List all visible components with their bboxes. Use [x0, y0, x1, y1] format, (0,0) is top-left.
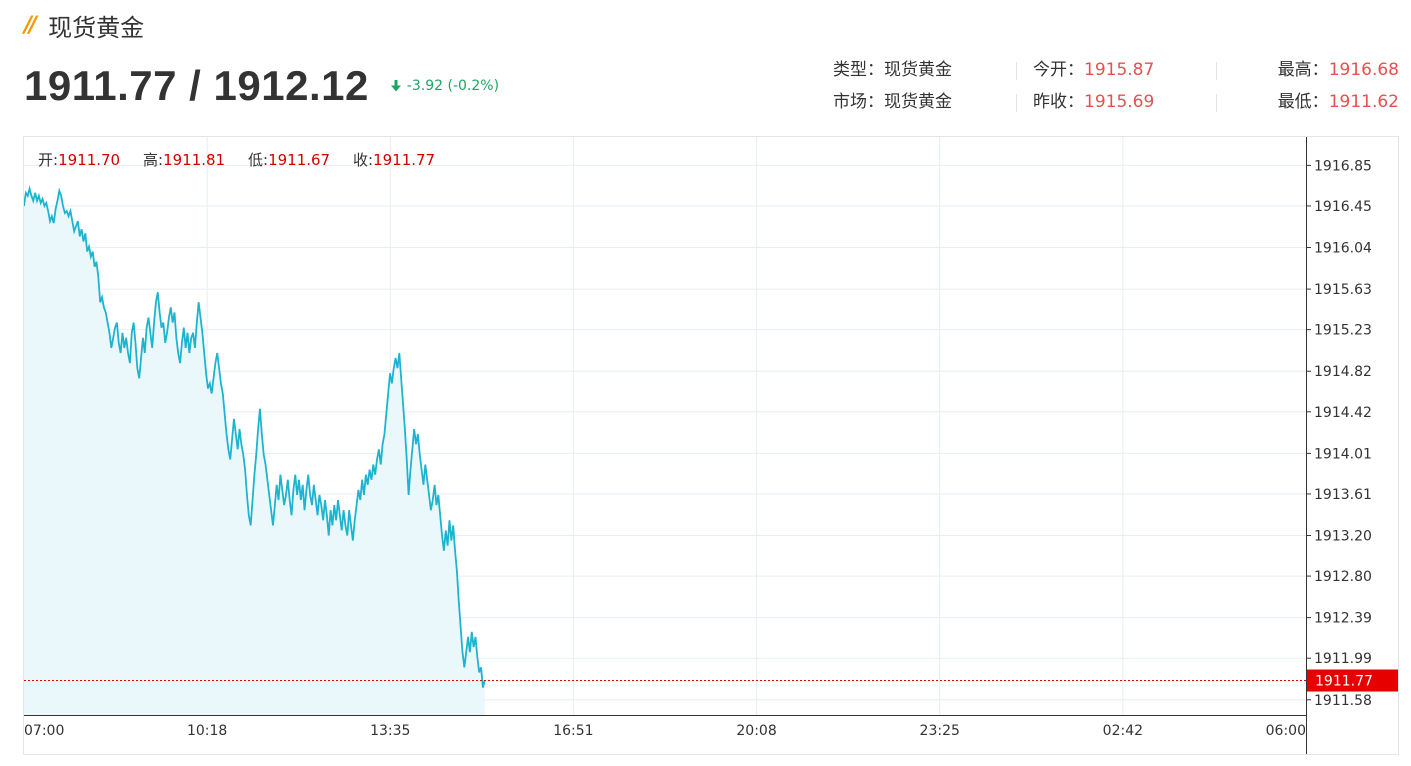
- ohlc-item: 高:1911.81: [143, 151, 225, 169]
- ohlc-item: 开:1911.70: [38, 151, 120, 169]
- x-tick-label: 13:35: [370, 723, 410, 739]
- x-axis-labels: 07:00 10:18 13:35 16:51 20:08 23:25 02:42 06:00: [24, 723, 1306, 739]
- x-tick-label: 07:00: [24, 723, 64, 739]
- y-tick-label: 1914.82: [1314, 364, 1372, 380]
- x-tick-label: 02:42: [1103, 723, 1143, 739]
- market-field: 市场：现货黄金: [833, 92, 952, 112]
- y-tick-label: 1916.45: [1314, 199, 1372, 215]
- current-price-badge: [1307, 669, 1399, 692]
- ohlc-value: 1911.67: [268, 151, 330, 169]
- y-tick-label: 1915.23: [1314, 323, 1372, 339]
- y-tick-label: 1911.99: [1314, 651, 1372, 667]
- ohlc-value: 1911.70: [58, 151, 120, 169]
- y-tick-label: 1914.42: [1314, 405, 1372, 421]
- x-tick-label: 20:08: [736, 723, 776, 739]
- ohlc-item: 低:1911.67: [248, 151, 330, 169]
- divider: [1015, 62, 1017, 80]
- x-tick-label: 23:25: [920, 723, 960, 739]
- ohlc-value: 1911.77: [373, 151, 435, 169]
- divider: [1215, 94, 1217, 112]
- x-tick-label: 16:51: [553, 723, 593, 739]
- ohlc-label: 高:: [143, 151, 163, 169]
- current-price-tag: 1911.77: [1307, 669, 1399, 692]
- prev-close-value: 1915.69: [1084, 92, 1155, 112]
- high-field: 最高：1916.68: [1277, 60, 1399, 80]
- y-tick-label: 1914.01: [1314, 446, 1372, 462]
- quote-info-panel: 类型：现货黄金 今开：1915.87 最高：1916.68 市场：现货黄金 昨收…: [833, 60, 1399, 114]
- prev-close-field: 昨收：1915.69: [1033, 92, 1155, 112]
- price-area-fill: [24, 188, 485, 716]
- ohlc-label: 低:: [248, 151, 268, 169]
- price-line: [23, 185, 486, 688]
- low-field: 最低：1911.62: [1277, 92, 1399, 112]
- x-tick-label: 06:00: [1266, 723, 1306, 739]
- arrow-down-icon: [390, 80, 401, 92]
- ohlc-readout: 开:1911.70 高:1911.81 低:1911.67 收:1911.77: [38, 151, 435, 169]
- y-axis-labels: 1916.85 1916.45 1916.04 1915.63 1915.23 1914.…: [1314, 158, 1372, 708]
- y-tick-label: 1915.63: [1314, 282, 1372, 298]
- y-tick-label: 1911.58: [1314, 693, 1372, 709]
- double-slash-logo-icon: //: [24, 12, 37, 38]
- x-tick-label: 10:18: [187, 723, 227, 739]
- price-change-text: -3.92 (-0.2%): [406, 78, 500, 94]
- y-tick-label: 1916.04: [1314, 241, 1372, 257]
- title-row: // 现货黄金: [24, 8, 144, 42]
- open-value: 1915.87: [1084, 60, 1155, 80]
- type-field: 类型：现货黄金: [833, 60, 952, 80]
- y-tick-label: 1912.39: [1314, 611, 1372, 627]
- ohlc-label: 收:: [353, 151, 373, 169]
- divider: [1015, 94, 1017, 112]
- y-tick-label: 1912.80: [1314, 569, 1372, 585]
- y-tick-label: 1913.61: [1314, 487, 1372, 503]
- price-change: -3.92 (-0.2%): [390, 78, 500, 94]
- low-value: 1911.62: [1328, 92, 1399, 112]
- price-row: 1911.77 / 1912.12 -3.92 (-0.2%): [24, 58, 499, 114]
- current-price-label: 1911.77: [1315, 674, 1373, 690]
- chart-container: 1916.85 1916.45 1916.04 1915.63 1915.23 1914.…: [23, 136, 1399, 755]
- y-tick-label: 1913.20: [1314, 529, 1372, 545]
- intraday-chart[interactable]: 1916.85 1916.45 1916.04 1915.63 1915.23 1914.…: [23, 137, 1399, 755]
- divider: [1215, 62, 1217, 80]
- chart-axes: [24, 137, 1311, 755]
- y-tick-label: 1916.85: [1314, 158, 1372, 174]
- high-value: 1916.68: [1328, 60, 1399, 80]
- open-field: 今开：1915.87: [1033, 60, 1155, 80]
- page-title: 现货黄金: [48, 13, 145, 42]
- ohlc-item: 收:1911.77: [353, 151, 435, 169]
- bid-ask-price: 1911.77 / 1912.12: [24, 62, 369, 109]
- ohlc-value: 1911.81: [163, 151, 225, 169]
- ohlc-label: 开:: [38, 151, 58, 169]
- type-value: 现货黄金: [884, 60, 952, 80]
- market-value: 现货黄金: [884, 92, 952, 112]
